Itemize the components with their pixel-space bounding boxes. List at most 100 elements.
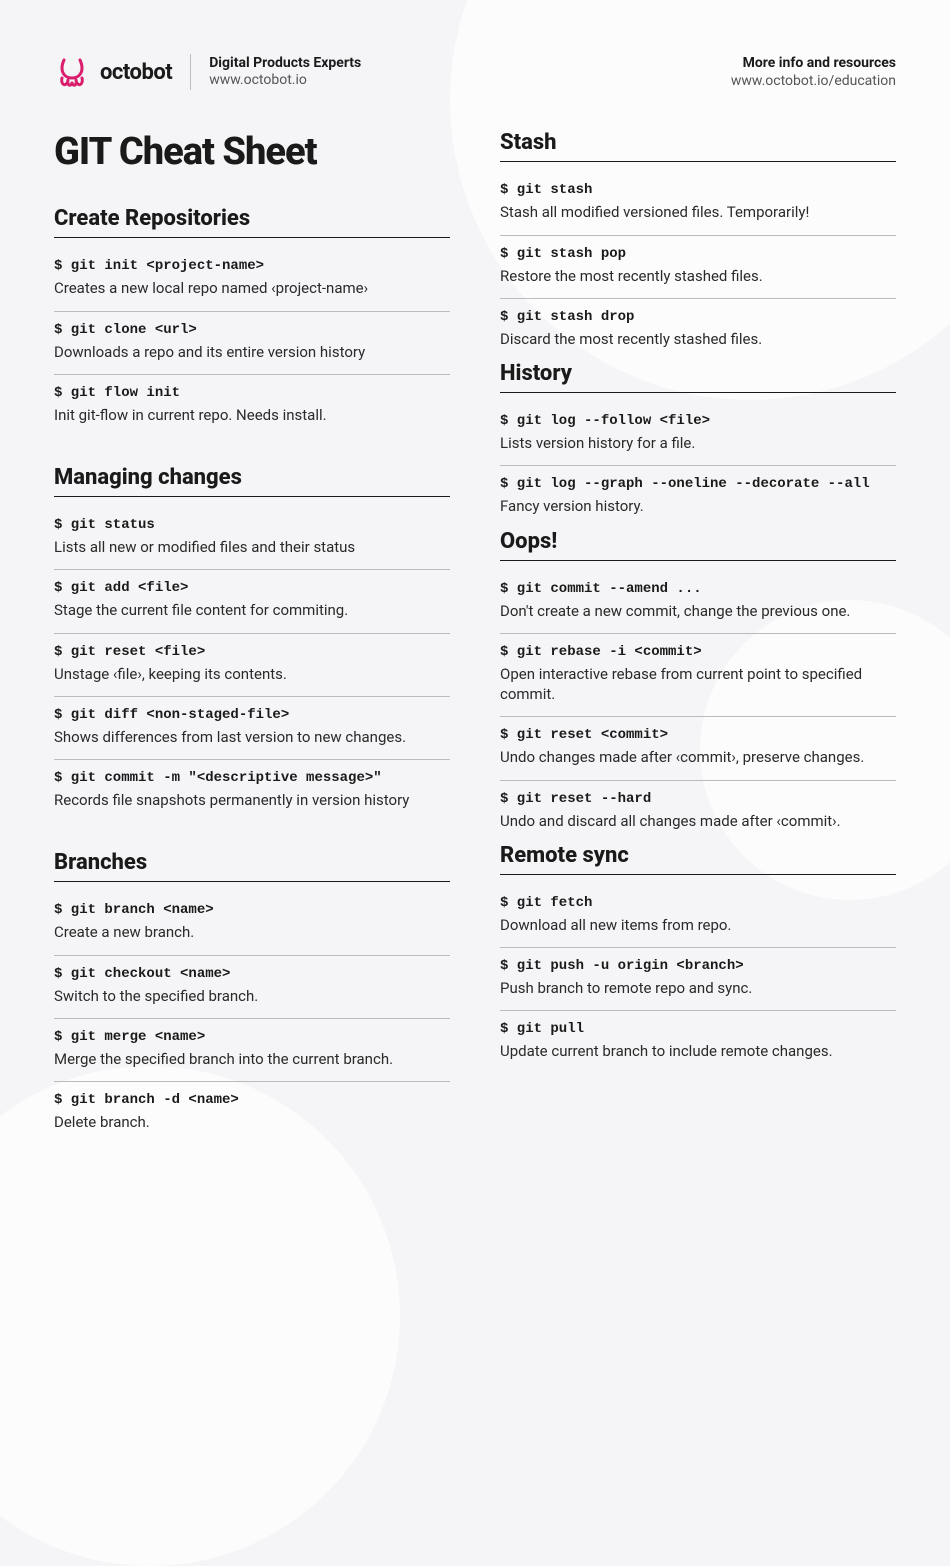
section-title: Stash (500, 130, 896, 162)
command-text: $ git log --follow <file> (500, 413, 896, 429)
command-entry: $ git log --follow <file> Lists version h… (500, 403, 896, 466)
section: Managing changes $ git status Lists all ne… (54, 465, 450, 822)
command-entry: $ git commit -m "<descriptive message>" R… (54, 760, 450, 822)
command-entry: $ git fetch Download all new items from r… (500, 885, 896, 948)
command-text: $ git stash (500, 182, 896, 198)
command-description: Fancy version history. (500, 496, 896, 516)
header-right: More info and resources www.octobot.io/e… (731, 54, 896, 90)
command-text: $ git reset --hard (500, 791, 896, 807)
command-text: $ git reset <commit> (500, 727, 896, 743)
tagline-url: www.octobot.io (209, 72, 361, 89)
command-description: Delete branch. (54, 1112, 450, 1132)
command-text: $ git stash pop (500, 246, 896, 262)
command-description: Open interactive rebase from current poi… (500, 664, 896, 705)
section-title: History (500, 361, 896, 393)
command-entry: $ git commit --amend ... Don't create a n… (500, 571, 896, 634)
command-entry: $ git clone <url> Downloads a repo and it… (54, 312, 450, 375)
command-text: $ git add <file> (54, 580, 450, 596)
command-description: Shows differences from last version to n… (54, 727, 450, 747)
more-info-label: More info and resources (731, 54, 896, 72)
section-title: Managing changes (54, 465, 450, 497)
command-text: $ git commit --amend ... (500, 581, 896, 597)
command-entry: $ git log --graph --oneline --decorate -… (500, 466, 896, 528)
command-entry: $ git branch <name> Create a new branch. (54, 892, 450, 955)
command-description: Records file snapshots permanently in ve… (54, 790, 450, 810)
command-description: Don't create a new commit, change the pr… (500, 601, 896, 621)
section: Stash $ git stash Stash all modified versi… (500, 130, 896, 361)
command-description: Lists all new or modified files and thei… (54, 537, 450, 557)
command-entry: $ git stash drop Discard the most recentl… (500, 299, 896, 361)
header-left: octobot Digital Products Experts www.oct… (54, 54, 361, 90)
section: Remote sync $ git fetch Download all new i… (500, 843, 896, 1074)
command-description: Lists version history for a file. (500, 433, 896, 453)
command-entry: $ git stash pop Restore the most recently… (500, 236, 896, 299)
section: Oops! $ git commit --amend ... Don't creat… (500, 529, 896, 843)
column-left: GIT Cheat Sheet Create Repositories $ git… (54, 130, 450, 1144)
command-text: $ git branch -d <name> (54, 1092, 450, 1108)
command-description: Create a new branch. (54, 922, 450, 942)
section: Branches $ git branch <name> Create a new … (54, 850, 450, 1144)
section-title: Oops! (500, 529, 896, 561)
command-description: Switch to the specified branch. (54, 986, 450, 1006)
command-description: Init git-flow in current repo. Needs ins… (54, 405, 450, 425)
logo-text: octobot (100, 60, 172, 85)
command-text: $ git flow init (54, 385, 450, 401)
command-text: $ git merge <name> (54, 1029, 450, 1045)
vertical-divider (190, 54, 191, 90)
header: octobot Digital Products Experts www.oct… (54, 54, 896, 90)
command-description: Push branch to remote repo and sync. (500, 978, 896, 998)
section-title: Create Repositories (54, 206, 450, 238)
command-description: Undo changes made after ‹commit›, preser… (500, 747, 896, 767)
command-text: $ git reset <file> (54, 644, 450, 660)
command-entry: $ git merge <name> Merge the specified br… (54, 1019, 450, 1082)
command-text: $ git status (54, 517, 450, 533)
command-text: $ git pull (500, 1021, 896, 1037)
command-entry: $ git branch -d <name> Delete branch. (54, 1082, 450, 1144)
command-description: Merge the specified branch into the curr… (54, 1049, 450, 1069)
command-entry: $ git checkout <name> Switch to the speci… (54, 956, 450, 1019)
command-description: Stash all modified versioned files. Temp… (500, 202, 896, 222)
command-text: $ git checkout <name> (54, 966, 450, 982)
command-entry: $ git rebase -i <commit> Open interactive… (500, 634, 896, 718)
logo-block: octobot (54, 54, 172, 90)
command-description: Download all new items from repo. (500, 915, 896, 935)
command-text: $ git init <project-name> (54, 258, 450, 274)
section: Create Repositories $ git init <project-n… (54, 206, 450, 437)
tagline: Digital Products Experts (209, 55, 361, 72)
command-entry: $ git flow init Init git-flow in current … (54, 375, 450, 437)
command-description: Stage the current file content for commi… (54, 600, 450, 620)
command-text: $ git clone <url> (54, 322, 450, 338)
command-text: $ git stash drop (500, 309, 896, 325)
command-text: $ git commit -m "<descriptive message>" (54, 770, 450, 786)
columns: GIT Cheat Sheet Create Repositories $ git… (54, 130, 896, 1144)
command-entry: $ git pull Update current branch to inclu… (500, 1011, 896, 1073)
command-text: $ git branch <name> (54, 902, 450, 918)
tagline-block: Digital Products Experts www.octobot.io (209, 55, 361, 89)
command-entry: $ git stash Stash all modified versioned … (500, 172, 896, 235)
command-text: $ git fetch (500, 895, 896, 911)
more-info-url: www.octobot.io/education (731, 72, 896, 90)
command-entry: $ git status Lists all new or modified fi… (54, 507, 450, 570)
command-description: Unstage ‹file›, keeping its contents. (54, 664, 450, 684)
command-text: $ git push -u origin <branch> (500, 958, 896, 974)
section-title: Branches (54, 850, 450, 882)
command-entry: $ git reset <commit> Undo changes made af… (500, 717, 896, 780)
command-description: Discard the most recently stashed files. (500, 329, 896, 349)
command-entry: $ git reset --hard Undo and discard all c… (500, 781, 896, 843)
command-description: Undo and discard all changes made after … (500, 811, 896, 831)
octobot-logo-icon (54, 54, 90, 90)
command-entry: $ git diff <non-staged-file> Shows differ… (54, 697, 450, 760)
command-entry: $ git add <file> Stage the current file c… (54, 570, 450, 633)
command-description: Restore the most recently stashed files. (500, 266, 896, 286)
command-text: $ git log --graph --oneline --decorate -… (500, 476, 896, 492)
command-text: $ git diff <non-staged-file> (54, 707, 450, 723)
command-description: Creates a new local repo named ‹project-… (54, 278, 450, 298)
section: History $ git log --follow <file> Lists ve… (500, 361, 896, 529)
command-description: Update current branch to include remote … (500, 1041, 896, 1061)
column-right: Stash $ git stash Stash all modified versi… (500, 130, 896, 1144)
section-title: Remote sync (500, 843, 896, 875)
command-description: Downloads a repo and its entire version … (54, 342, 450, 362)
page-title: GIT Cheat Sheet (54, 130, 450, 174)
command-text: $ git rebase -i <commit> (500, 644, 896, 660)
command-entry: $ git reset <file> Unstage ‹file›, keepin… (54, 634, 450, 697)
